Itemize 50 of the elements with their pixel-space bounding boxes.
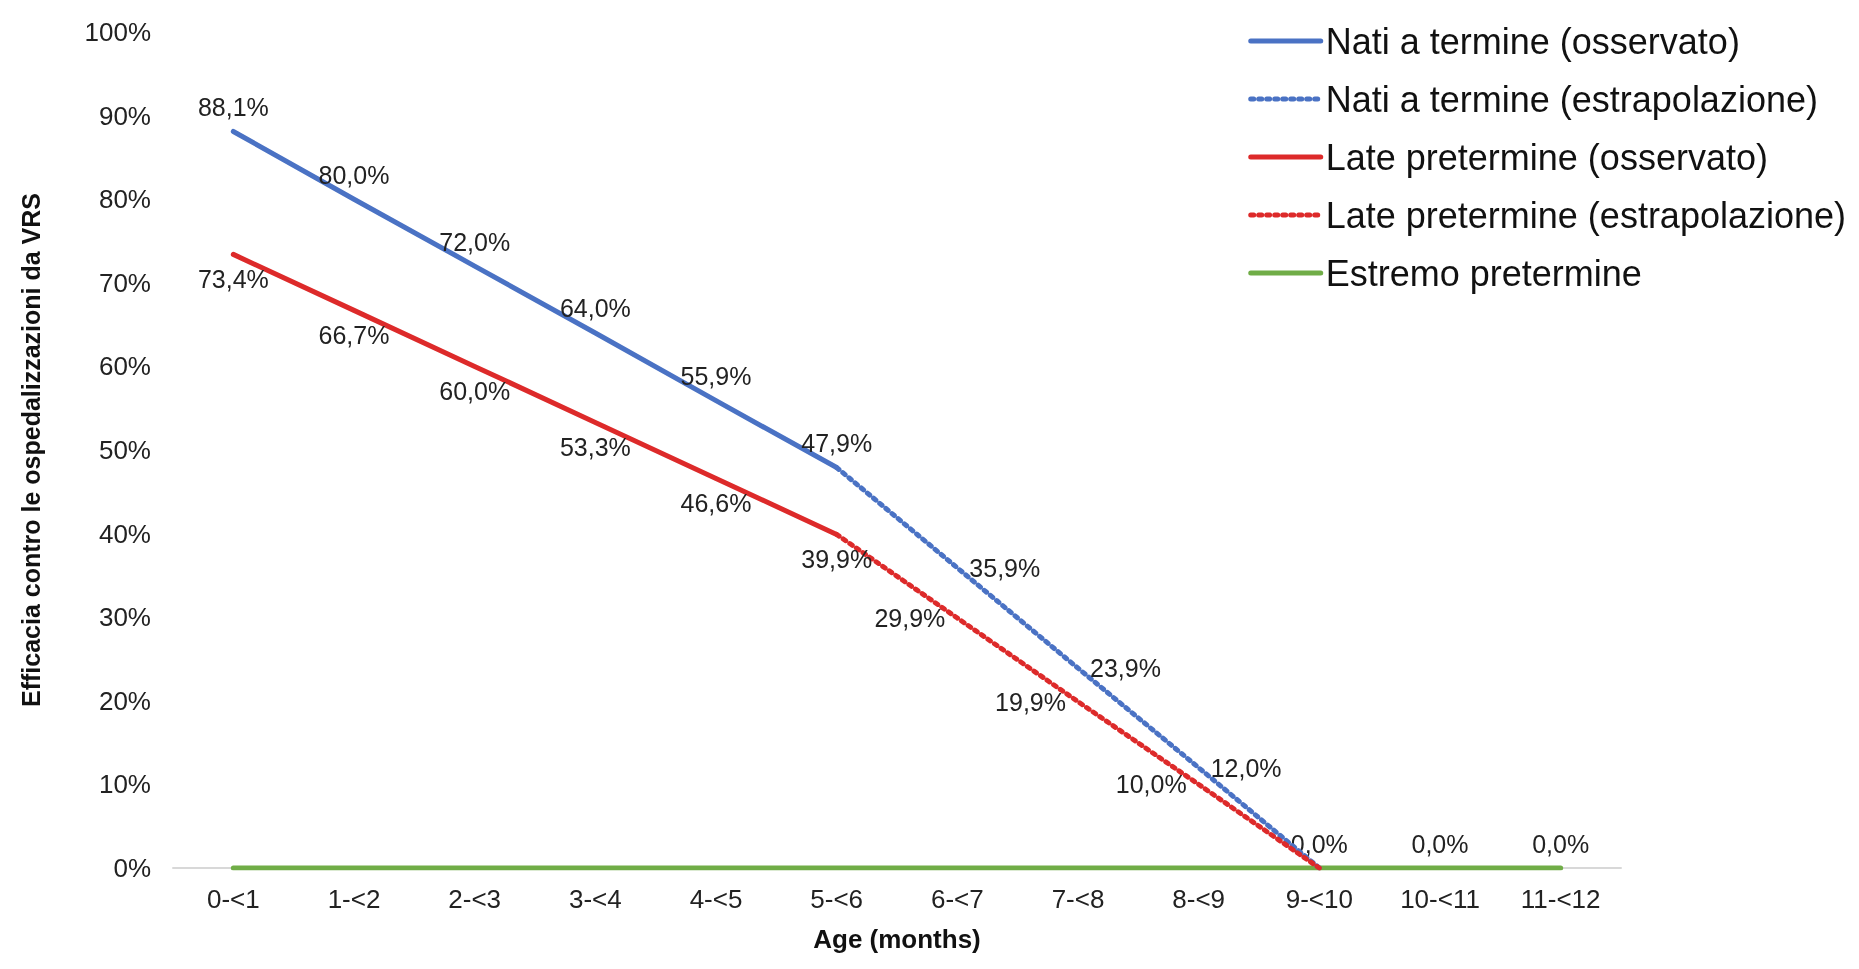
x-tick-label: 0-<1 <box>206 884 260 914</box>
data-label: 46,6% <box>680 488 752 517</box>
legend-label: Nati a termine (estrapolazione) <box>1325 78 1818 120</box>
x-tick-label: 5-<6 <box>810 884 864 914</box>
y-tick-label: 90% <box>98 100 151 131</box>
y-tick-label: 30% <box>98 602 151 633</box>
x-tick-label: 8-<9 <box>1172 884 1226 914</box>
data-label: 10,0% <box>1115 770 1187 799</box>
data-label: 0,0% <box>1411 829 1469 858</box>
data-label: 47,9% <box>801 429 873 458</box>
x-tick-label: 6-<7 <box>930 884 984 914</box>
data-label: 35,9% <box>969 553 1041 582</box>
data-label: 60,0% <box>439 376 511 405</box>
data-label: 39,9% <box>801 544 873 573</box>
legend-label: Late pretermine (estrapolazione) <box>1325 194 1846 236</box>
x-tick-label: 1-<2 <box>327 884 381 914</box>
y-tick-label: 60% <box>98 351 151 382</box>
legend-label: Late pretermine (osservato) <box>1325 136 1768 178</box>
data-label: 80,0% <box>318 160 390 189</box>
data-label: 55,9% <box>680 362 752 391</box>
y-tick-label: 50% <box>98 435 151 465</box>
data-label: 66,7% <box>318 320 390 349</box>
y-tick-label: 80% <box>98 184 151 215</box>
data-label: 19,9% <box>995 687 1066 716</box>
x-tick-label: 2-<3 <box>448 884 502 914</box>
y-tick-label: 70% <box>98 267 151 298</box>
data-label: 0,0% <box>1532 829 1590 858</box>
x-tick-label: 11-<12 <box>1520 884 1601 914</box>
x-tick-label: 3-<4 <box>568 884 622 914</box>
y-tick-label: 0% <box>113 853 151 883</box>
y-tick-label: 40% <box>98 518 151 549</box>
data-label: 12,0% <box>1210 753 1282 782</box>
data-label: 29,9% <box>874 604 946 633</box>
legend-label: Nati a termine (osservato) <box>1325 20 1740 62</box>
x-tick-label: 9-<10 <box>1285 884 1353 914</box>
data-label: 72,0% <box>439 227 511 256</box>
data-label: 73,4% <box>197 264 269 293</box>
x-axis-title: Age (months) <box>813 924 981 954</box>
data-label: 53,3% <box>559 432 631 461</box>
data-label: 23,9% <box>1090 654 1161 683</box>
x-tick-label: 4-<5 <box>689 884 743 914</box>
legend-label: Estremo pretermine <box>1325 252 1642 294</box>
y-tick-label: 10% <box>98 769 151 800</box>
y-axis-title: Efficacia contro le ospedalizzazioni da VRS <box>16 192 45 708</box>
x-tick-label: 7-<8 <box>1051 884 1105 914</box>
y-tick-label: 100% <box>84 17 151 47</box>
x-tick-label: 10-<11 <box>1400 884 1480 914</box>
y-tick-label: 20% <box>98 685 151 716</box>
data-label: 64,0% <box>559 294 631 323</box>
data-label: 88,1% <box>197 92 269 121</box>
